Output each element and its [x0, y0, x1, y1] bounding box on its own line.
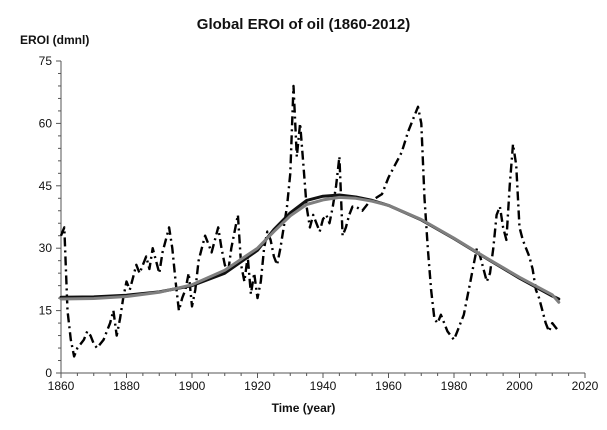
x-tick-label: 2000	[506, 379, 533, 393]
y-tick-label: 60	[39, 116, 53, 130]
series-annual-eroi	[59, 84, 560, 358]
y-tick-label: 0	[45, 366, 52, 380]
y-tick-label: 15	[39, 304, 53, 318]
y-tick-label: 30	[39, 241, 53, 255]
x-tick-label: 1860	[48, 379, 75, 393]
x-tick-label: 1920	[244, 379, 271, 393]
x-tick-label: 1900	[179, 379, 206, 393]
y-axis-label: EROI (dmnl)	[20, 33, 90, 47]
series-fitted-curve-alt	[59, 195, 561, 304]
x-tick-label: 1980	[441, 379, 468, 393]
y-tick-label: 45	[39, 179, 53, 193]
x-tick-label: 2020	[572, 379, 599, 393]
x-tick-label: 1960	[375, 379, 402, 393]
x-axis-label: Time (year)	[271, 401, 336, 415]
x-tick-label: 1940	[310, 379, 337, 393]
x-tick-label: 1880	[113, 379, 140, 393]
series-fitted-curve	[59, 193, 561, 301]
y-tick-label: 75	[39, 54, 53, 68]
chart-title: Global EROI of oil (1860-2012)	[196, 16, 411, 33]
